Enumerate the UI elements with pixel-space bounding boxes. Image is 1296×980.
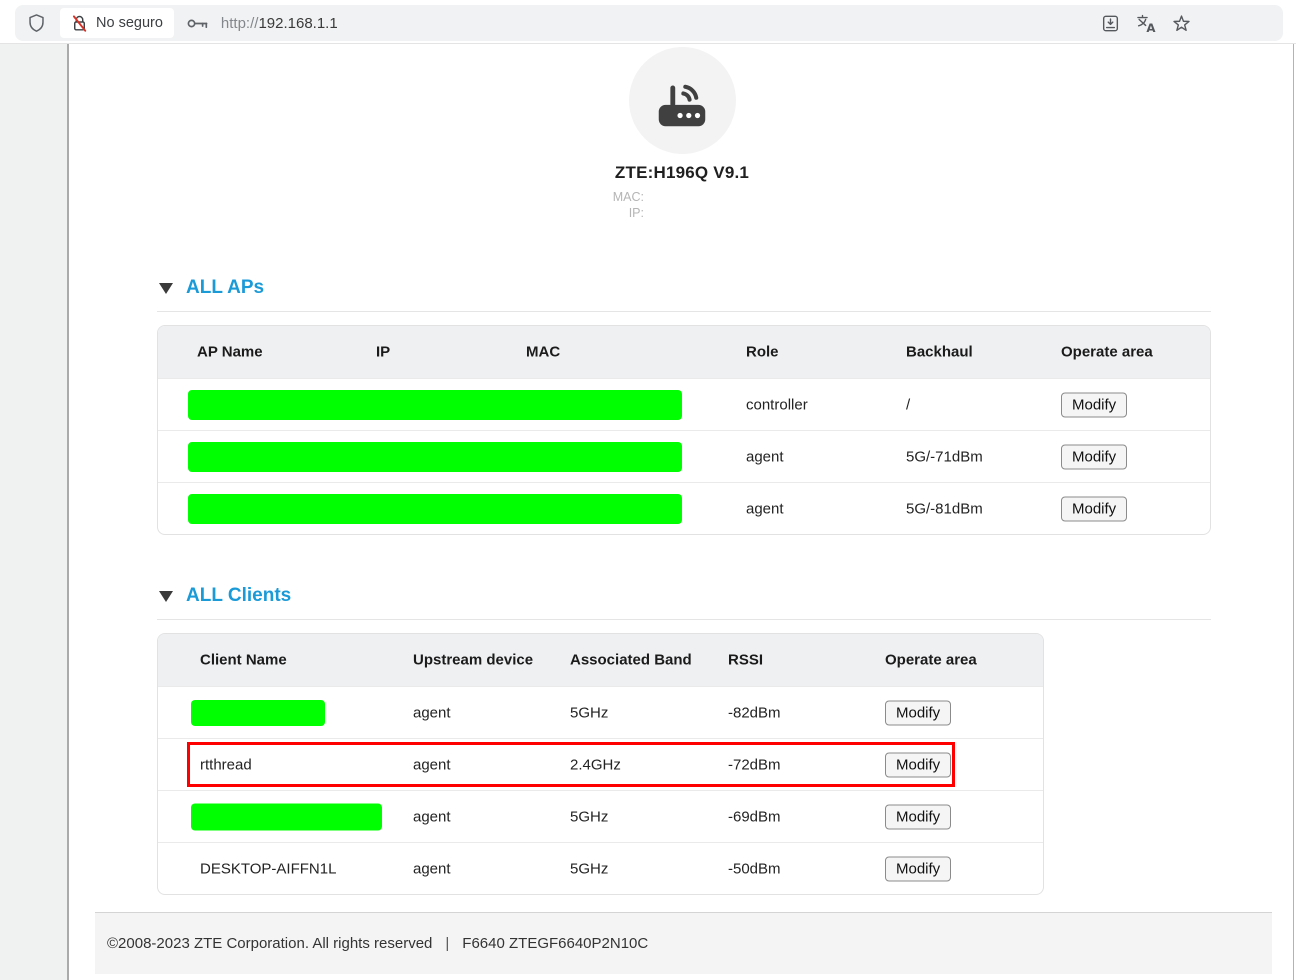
section-header-clients: ALL Clients <box>159 585 291 607</box>
col-role: Role <box>746 343 779 361</box>
col-mac: MAC <box>526 343 561 361</box>
url-host: 192.168.1.1 <box>258 14 338 32</box>
redacted-value <box>191 699 325 726</box>
modify-button[interactable]: Modify <box>885 752 952 777</box>
mac-value <box>682 189 1293 205</box>
col-operate-area: Operate area <box>885 651 977 669</box>
modify-button[interactable]: Modify <box>1061 496 1128 521</box>
modify-button[interactable]: Modify <box>885 700 952 725</box>
client-rssi: -82dBm <box>728 704 781 721</box>
model-text: F6640 ZTEGF6640P2N10C <box>462 935 649 952</box>
redacted-value <box>191 803 382 830</box>
col-upstream-device: Upstream device <box>413 651 534 669</box>
client-band: 5GHz <box>570 808 609 825</box>
table-row: agent 5GHz -82dBm Modify <box>158 686 1043 738</box>
insecure-lock-icon <box>71 14 88 33</box>
collapse-triangle-icon[interactable] <box>159 282 173 294</box>
client-band: 5GHz <box>570 704 609 721</box>
section-title-clients: ALL Clients <box>186 585 292 606</box>
client-upstream: agent <box>413 704 451 721</box>
site-security-badge[interactable]: No seguro <box>60 8 174 38</box>
copyright-text: ©2008-2023 ZTE Corporation. All rights r… <box>107 935 433 952</box>
client-upstream: agent <box>413 756 451 773</box>
router-avatar <box>628 47 736 154</box>
redacted-value <box>188 441 682 472</box>
collapse-triangle-icon[interactable] <box>159 590 173 602</box>
table-row: agent 5G/-81dBm Modify <box>158 482 1210 534</box>
section-header-aps: ALL APs <box>159 277 264 299</box>
redacted-value <box>188 493 682 524</box>
url-scheme: http:// <box>220 14 259 32</box>
section-divider <box>157 311 1211 312</box>
ap-backhaul: 5G/-81dBm <box>906 500 983 517</box>
table-row-highlighted: rtthread agent 2.4GHz -72dBm Modify <box>158 738 1043 790</box>
ip-label: IP: <box>628 206 644 220</box>
client-rssi: -50dBm <box>728 860 781 877</box>
ap-backhaul: / <box>906 396 911 413</box>
section-title-aps: ALL APs <box>186 277 265 298</box>
client-name: rtthread <box>200 756 252 773</box>
clients-table-header: Client Name Upstream device Associated B… <box>158 634 1043 686</box>
router-icon <box>651 70 713 132</box>
ap-role: agent <box>746 448 784 465</box>
footer-separator: | <box>445 935 450 952</box>
col-ip: IP <box>376 343 391 361</box>
table-row: controller / Modify <box>158 378 1210 430</box>
shield-icon[interactable] <box>26 12 47 34</box>
left-panel-strip <box>0 44 69 980</box>
modify-button[interactable]: Modify <box>1061 444 1128 469</box>
client-name: DESKTOP-AIFFN1L <box>200 860 337 877</box>
modify-button[interactable]: Modify <box>885 804 952 829</box>
toolbar-actions: A <box>1100 13 1192 34</box>
ap-role: controller <box>746 396 808 413</box>
right-edge-border <box>1293 44 1294 980</box>
device-header: ZTE:H196Q V9.1 MAC: IP: <box>71 44 1293 221</box>
table-row: agent 5G/-71dBm Modify <box>158 430 1210 482</box>
section-divider <box>157 619 1211 620</box>
ap-role: agent <box>746 500 784 517</box>
aps-table: AP Name IP MAC Role Backhaul Operate are… <box>157 325 1211 535</box>
device-info: MAC: IP: <box>71 189 1293 221</box>
mac-label: MAC: <box>612 190 644 204</box>
star-icon[interactable] <box>1171 13 1192 34</box>
client-band: 5GHz <box>570 860 609 877</box>
col-associated-band: Associated Band <box>570 651 692 669</box>
modify-button[interactable]: Modify <box>1061 392 1128 417</box>
redacted-value <box>188 389 682 420</box>
table-row: agent 5GHz -69dBm Modify <box>158 790 1043 842</box>
key-icon[interactable] <box>186 15 210 32</box>
browser-chrome: No seguro http://192.168.1.1 <box>0 0 1296 44</box>
svg-text:A: A <box>1146 20 1156 33</box>
security-label: No seguro <box>96 15 163 31</box>
ip-value <box>682 205 1293 221</box>
col-ap-name: AP Name <box>197 343 263 361</box>
client-rssi: -72dBm <box>728 756 781 773</box>
client-upstream: agent <box>413 808 451 825</box>
address-url[interactable]: http://192.168.1.1 <box>221 15 338 32</box>
clients-table: Client Name Upstream device Associated B… <box>157 633 1044 895</box>
col-client-name: Client Name <box>200 651 287 669</box>
client-band: 2.4GHz <box>570 756 621 773</box>
col-rssi: RSSI <box>728 651 764 669</box>
col-backhaul: Backhaul <box>906 343 973 361</box>
col-operate-area: Operate area <box>1061 343 1153 361</box>
client-upstream: agent <box>413 860 451 877</box>
device-title: ZTE:H196Q V9.1 <box>614 163 750 182</box>
client-rssi: -69dBm <box>728 808 781 825</box>
modify-button[interactable]: Modify <box>885 856 952 881</box>
download-icon[interactable] <box>1100 13 1121 34</box>
browser-toolbar: No seguro http://192.168.1.1 <box>15 5 1283 41</box>
translate-icon[interactable]: A <box>1135 13 1157 34</box>
page-footer: ©2008-2023 ZTE Corporation. All rights r… <box>95 912 1272 974</box>
table-row: DESKTOP-AIFFN1L agent 5GHz -50dBm Modify <box>158 842 1043 894</box>
aps-table-header: AP Name IP MAC Role Backhaul Operate are… <box>158 326 1210 378</box>
ap-backhaul: 5G/-71dBm <box>906 448 983 465</box>
